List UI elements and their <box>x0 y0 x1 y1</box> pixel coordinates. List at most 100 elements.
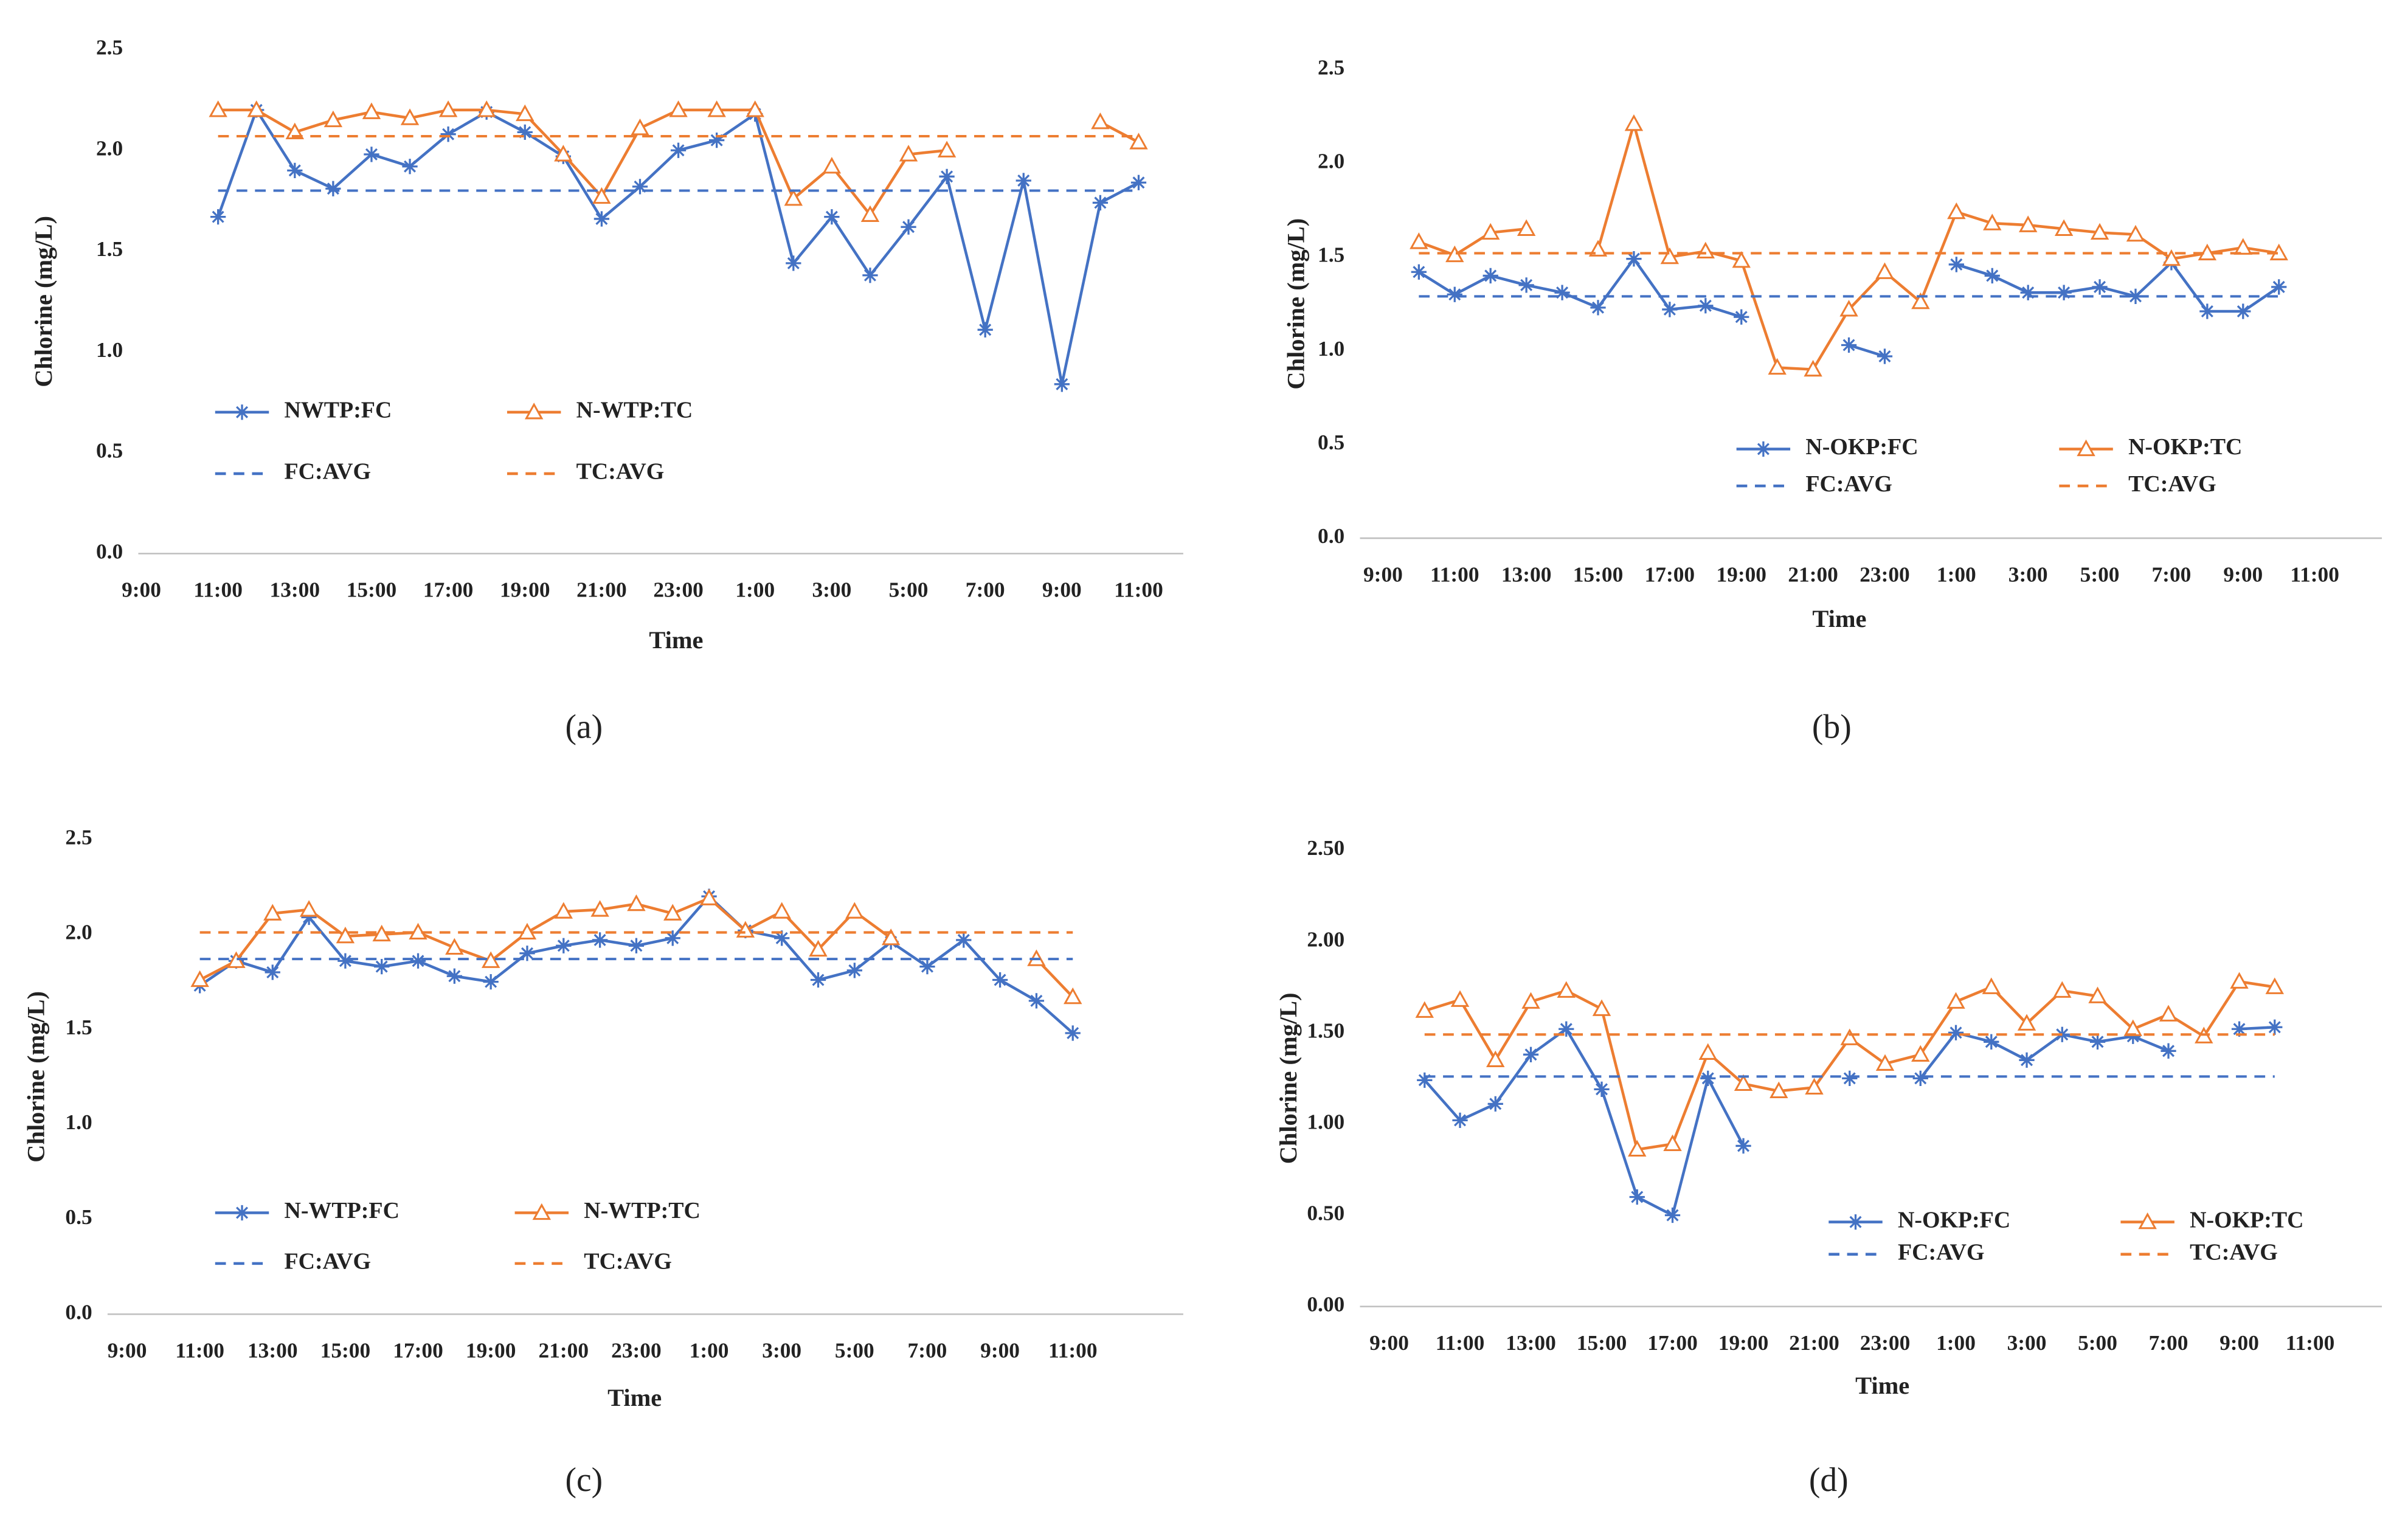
star-marker <box>810 972 826 988</box>
star-marker <box>374 959 390 975</box>
star-marker <box>992 972 1008 988</box>
triangle-marker <box>669 100 688 117</box>
star-marker <box>265 964 280 980</box>
y-tick-label: 0.0 <box>1318 524 1344 548</box>
x-tick-label: 13:00 <box>247 1338 297 1363</box>
y-tick-label: 1.0 <box>96 337 123 362</box>
y-tick-label: 2.0 <box>1318 149 1344 173</box>
x-tick-label: 5:00 <box>835 1338 874 1363</box>
star-marker <box>1877 348 1893 364</box>
x-tick-label: 11:00 <box>2290 562 2339 586</box>
triangle-marker <box>631 118 649 136</box>
star-marker <box>1487 1096 1503 1112</box>
triangle-marker <box>1982 977 2001 994</box>
y-tick-label: 0.00 <box>1307 1292 1344 1316</box>
triangle-marker <box>899 145 918 162</box>
triangle-marker <box>1946 992 1965 1009</box>
star-marker <box>483 974 499 990</box>
y-tick-label: 2.5 <box>96 35 123 60</box>
star-marker <box>2020 285 2036 300</box>
y-tick-label: 1.00 <box>1307 1110 1344 1134</box>
x-tick-label: 3:00 <box>812 578 851 602</box>
x-tick-label: 1:00 <box>1937 562 1976 586</box>
star-marker <box>325 181 341 196</box>
triangle-marker <box>1660 247 1680 265</box>
star-marker <box>846 963 862 978</box>
panel-label: (b) <box>1812 708 1852 746</box>
series-line <box>199 894 1074 1034</box>
triangle-marker <box>937 140 957 157</box>
star-marker <box>1065 1025 1081 1041</box>
triangle-marker <box>1481 223 1500 240</box>
triangle-marker <box>247 100 266 117</box>
star-marker <box>2128 288 2143 304</box>
triangle-marker <box>1557 981 1576 998</box>
x-tick-label: 17:00 <box>1645 562 1695 586</box>
star-marker <box>337 953 353 969</box>
legend-label: N-WTP:TC <box>584 1198 701 1223</box>
x-tick-label: 23:00 <box>653 578 704 602</box>
y-tick-label: 0.5 <box>1318 430 1344 454</box>
x-tick-label: 9:00 <box>1363 562 1403 586</box>
triangle-marker <box>784 189 803 206</box>
triangle-marker <box>845 902 864 919</box>
star-marker <box>1411 264 1427 280</box>
triangle-marker <box>627 894 646 911</box>
y-tick-label: 1.0 <box>1318 336 1344 361</box>
triangle-marker <box>438 100 458 117</box>
triangle-marker <box>1983 213 2002 230</box>
x-tick-label: 3:00 <box>2008 562 2048 586</box>
star-marker <box>301 909 317 925</box>
legend-marker <box>532 1203 552 1220</box>
x-tick-label: 9:00 <box>122 578 161 602</box>
x-tick-label: 19:00 <box>500 578 550 602</box>
triangle-marker <box>2018 215 2038 232</box>
x-tick-label: 9:00 <box>1369 1330 1409 1355</box>
series-line <box>1418 119 2280 371</box>
y-axis-title: Chlorine (mg/L) <box>22 991 49 1163</box>
star-marker <box>517 124 533 140</box>
star-marker <box>1912 1070 1928 1086</box>
star-marker <box>1518 277 1534 293</box>
legend-marker <box>2138 1212 2157 1230</box>
triangle-marker <box>1415 1001 1434 1018</box>
x-tick-label: 7:00 <box>2152 562 2192 586</box>
star-marker <box>1483 268 1498 284</box>
legend-label: N-OKP:TC <box>2190 1207 2303 1233</box>
x-tick-label: 17:00 <box>393 1338 443 1363</box>
x-tick-label: 11:00 <box>193 578 243 602</box>
triangle-marker <box>1450 990 1470 1007</box>
legend-marker <box>524 403 544 420</box>
triangle-marker <box>746 100 764 117</box>
star-marker <box>1590 300 1606 316</box>
y-tick-label: 1.5 <box>96 237 123 261</box>
y-tick-label: 0.5 <box>96 438 123 463</box>
star-marker <box>2056 285 2072 300</box>
triangle-marker <box>1064 987 1082 1005</box>
star-marker <box>2125 1028 2141 1044</box>
y-tick-label: 2.0 <box>65 920 92 944</box>
triangle-marker <box>699 888 719 905</box>
legend-label: FC:AVG <box>285 459 371 485</box>
triangle-marker <box>1839 300 1858 317</box>
star-marker <box>364 147 379 162</box>
panel: 0.0 0.5 1.0 1.5 2.0 2.5 9:00 11:00 13:00 15:00 17:… <box>30 35 1183 746</box>
legend-label: TC:AVG <box>2190 1239 2278 1265</box>
y-tick-label: 2.5 <box>65 825 92 849</box>
x-tick-label: 19:00 <box>1716 562 1766 586</box>
triangle-marker <box>1770 1081 1788 1098</box>
star-marker <box>2231 1021 2247 1037</box>
x-tick-label: 9:00 <box>980 1338 1020 1363</box>
star-marker <box>2019 1052 2035 1068</box>
x-tick-label: 23:00 <box>611 1338 662 1363</box>
triangle-marker <box>400 108 420 125</box>
star-marker <box>1015 173 1031 189</box>
star-marker <box>1130 175 1147 190</box>
triangle-marker <box>1091 112 1110 130</box>
star-marker <box>287 162 303 179</box>
triangle-marker <box>2090 223 2109 240</box>
star-marker <box>977 322 993 337</box>
x-tick-label: 7:00 <box>2149 1330 2188 1355</box>
y-tick-label: 2.50 <box>1307 835 1344 860</box>
y-tick-label: 1.5 <box>1318 243 1344 267</box>
